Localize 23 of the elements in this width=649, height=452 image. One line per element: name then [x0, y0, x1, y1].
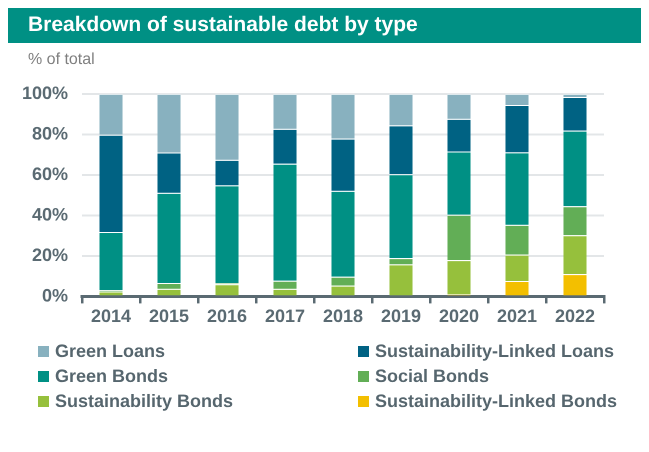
chart-title: Breakdown of sustainable debt by type: [8, 8, 641, 43]
y-tick-label: 0%: [42, 285, 68, 306]
legend-label: Social Bonds: [375, 366, 490, 387]
y-tick-label: 100%: [22, 82, 68, 103]
x-tick-label: 2018: [322, 306, 364, 326]
legend-label: Sustainability-Linked Bonds: [375, 391, 618, 412]
legend-label: Sustainability Bonds: [55, 391, 234, 412]
y-tick-label: 40%: [32, 204, 68, 224]
y-tick-label: 60%: [32, 164, 68, 184]
legend-label: Sustainability-Linked Loans: [375, 341, 614, 362]
y-axis-title: % of total: [27, 50, 96, 69]
x-tick-label: 2019: [380, 306, 422, 326]
x-tick-label: 2014: [91, 306, 132, 326]
y-tick-label: 80%: [32, 123, 68, 144]
legend-label: Green Loans: [55, 341, 166, 362]
x-tick-label: 2016: [207, 306, 248, 326]
x-tick-label: 2020: [438, 306, 480, 326]
legend-label: Green Bonds: [55, 366, 168, 387]
y-tick-label: 20%: [32, 244, 68, 265]
x-tick-label: 2022: [554, 306, 596, 326]
x-tick-label: 2021: [496, 306, 538, 326]
x-tick-label: 2015: [149, 306, 190, 326]
x-tick-label: 2017: [265, 306, 306, 326]
